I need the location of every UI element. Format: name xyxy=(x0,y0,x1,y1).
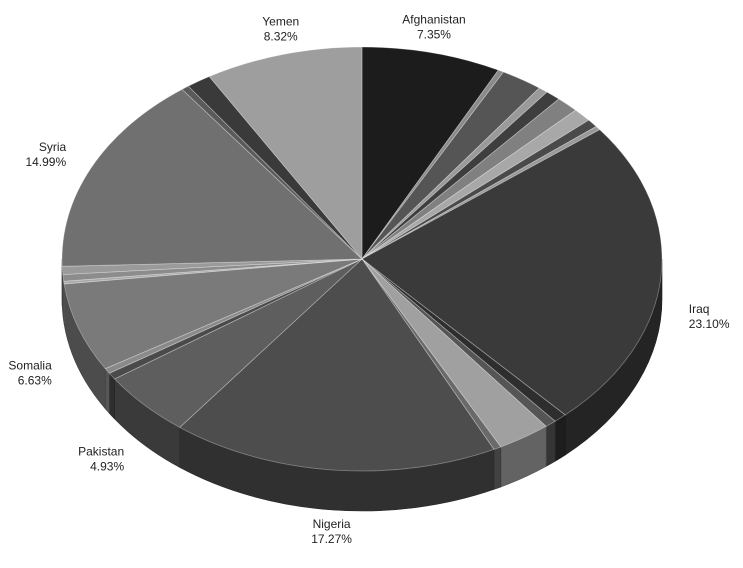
pie-side-13 xyxy=(494,447,501,489)
label-yemen-percent: 8.32% xyxy=(264,29,298,43)
label-syria: Syria xyxy=(39,140,67,154)
pie-top xyxy=(62,47,662,471)
label-afghanistan-percent: 7.35% xyxy=(417,28,451,42)
pie-side-10 xyxy=(555,415,565,461)
label-pakistan: Pakistan xyxy=(78,444,124,458)
label-somalia-percent: 6.63% xyxy=(18,374,52,388)
label-somalia: Somalia xyxy=(8,359,52,373)
pie-side-16 xyxy=(109,373,114,419)
label-syria-percent: 14.99% xyxy=(25,155,66,169)
label-afghanistan: Afghanistan xyxy=(402,13,465,27)
label-yemen: Yemen xyxy=(262,14,299,28)
label-nigeria: Nigeria xyxy=(313,517,351,531)
label-iraq: Iraq xyxy=(689,302,710,316)
pie-side-11 xyxy=(546,421,555,466)
label-iraq-percent: 23.10% xyxy=(689,317,730,331)
label-nigeria-percent: 17.27% xyxy=(311,532,352,546)
pie-side-17 xyxy=(105,369,109,414)
label-pakistan-percent: 4.93% xyxy=(90,459,124,473)
